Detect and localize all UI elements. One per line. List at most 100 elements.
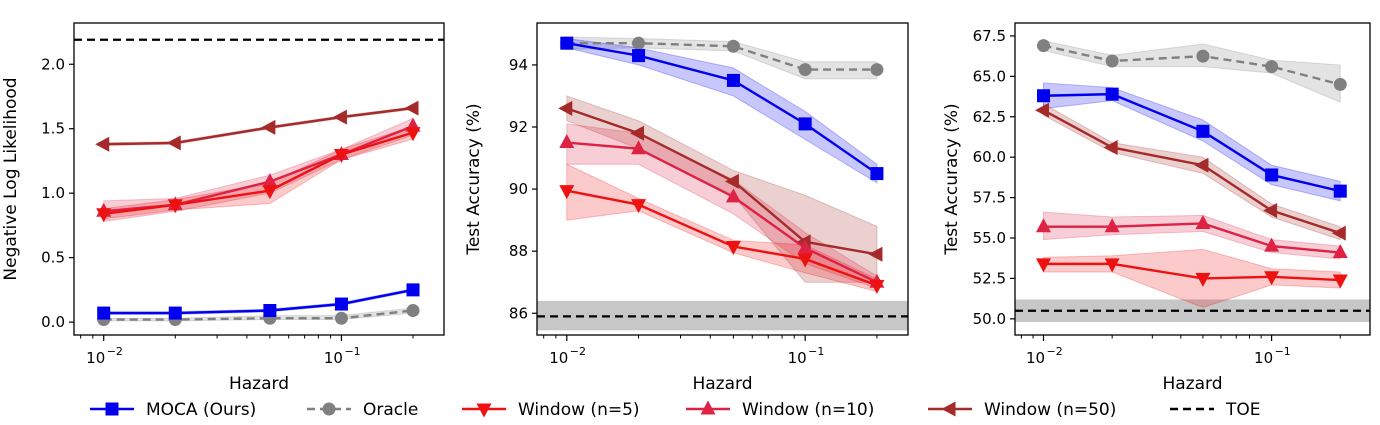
- y-tick-label: 0.0: [41, 313, 65, 331]
- oracle-point: [1036, 39, 1050, 53]
- y-tick-label: 67.5: [973, 27, 1006, 45]
- plot-area-3: [1015, 39, 1370, 323]
- x-tick-label: 10: [788, 349, 807, 367]
- legend-label: Window (n=50): [984, 400, 1116, 420]
- y-tick-label: 55.0: [973, 229, 1006, 247]
- legend-entry-oracle: Oracle: [307, 400, 418, 420]
- window-n-5-point: [797, 253, 813, 268]
- window-n-50-point: [1194, 157, 1209, 173]
- oracle-series: [97, 304, 420, 327]
- window-n-5-series: [559, 185, 885, 294]
- window-n-5-point: [1195, 272, 1211, 287]
- y-tick-label: 65.0: [973, 67, 1006, 85]
- window-n-50-point: [724, 173, 739, 189]
- y-tick-label: 2.0: [41, 55, 65, 73]
- moca-ours-point: [798, 117, 812, 131]
- window-n-5-point: [559, 185, 575, 200]
- toe-band: [1015, 299, 1370, 323]
- window-n-5-point: [725, 241, 741, 256]
- legend-label: TOE: [1225, 400, 1261, 420]
- x-tick-label: 10: [549, 349, 568, 367]
- x-tick-exponent: −1: [808, 345, 824, 358]
- legend-entry-window-n-5: Window (n=5): [462, 400, 640, 420]
- legend-entry-moca-ours: MOCA (Ours): [90, 400, 256, 420]
- moca-ours-point: [1333, 184, 1347, 198]
- y-tick-label: 60.0: [973, 148, 1006, 166]
- x-tick-label: 10: [324, 349, 343, 367]
- window-n-10-band: [1042, 211, 1341, 260]
- oracle-point: [798, 63, 812, 77]
- oracle-point: [1333, 77, 1347, 91]
- window-n-50-series: [558, 100, 883, 262]
- moca-ours-series: [560, 36, 884, 181]
- window-n-10-point: [559, 134, 575, 149]
- window-n-50-point: [1034, 102, 1049, 118]
- oracle-point: [1196, 49, 1210, 63]
- moca-ours-point: [334, 297, 348, 311]
- oracle-point: [1105, 54, 1119, 68]
- moca-ours-point: [870, 167, 884, 181]
- moca-ours-point: [263, 304, 277, 318]
- legend-entry-window-n-50: Window (n=50): [928, 400, 1116, 420]
- y-axis-label: Test Accuracy (%): [464, 103, 484, 255]
- oracle-point: [870, 63, 884, 77]
- panel-3: 50.052.555.057.560.062.565.067.510 −2 10 −1…: [942, 22, 1371, 394]
- y-tick-label: 1.0: [41, 184, 65, 202]
- moca-ours-point: [1105, 87, 1119, 101]
- window-n-5-point: [96, 208, 112, 223]
- moca-ours-point: [97, 306, 111, 320]
- window-n-5-point: [869, 279, 885, 294]
- window-n-50-point: [261, 119, 276, 135]
- moca-ours-point: [406, 283, 420, 297]
- moca-ours-point: [560, 36, 574, 50]
- moca-ours-point: [1265, 168, 1279, 182]
- legend-label: Oracle: [363, 400, 418, 420]
- window-n-10-series: [1035, 214, 1348, 259]
- x-tick-exponent: −2: [107, 345, 123, 358]
- y-tick-label: 57.5: [973, 189, 1006, 207]
- y-axis-label: Negative Log Likelihood: [1, 77, 21, 280]
- window-n-10-point: [1104, 218, 1120, 233]
- window-n-10-point: [797, 239, 813, 254]
- legend-marker: [941, 401, 956, 417]
- window-n-50-point: [166, 135, 181, 151]
- legend-entry-window-n-10: Window (n=10): [686, 400, 874, 420]
- legend-marker: [322, 402, 336, 416]
- window-n-5-point: [405, 127, 421, 142]
- legend-label: Window (n=5): [518, 400, 640, 420]
- y-tick-label: 62.5: [973, 108, 1006, 126]
- y-tick-label: 92: [509, 118, 528, 136]
- moca-ours-series: [97, 283, 420, 320]
- moca-ours-series: [1036, 87, 1347, 198]
- window-n-50-series: [95, 100, 419, 152]
- plot-area-2: [537, 36, 908, 331]
- window-n-5-point: [262, 185, 278, 200]
- y-tick-label: 50.0: [973, 310, 1006, 328]
- window-n-50-point: [332, 109, 347, 125]
- window-n-10-point: [1035, 218, 1051, 233]
- window-n-5-point: [1104, 258, 1120, 273]
- y-tick-label: 1.5: [41, 120, 65, 138]
- window-n-10-point: [262, 173, 278, 188]
- y-tick-label: 0.5: [41, 249, 65, 267]
- y-tick-label: 52.5: [973, 269, 1006, 287]
- window-n-50-point: [1331, 225, 1346, 241]
- window-n-5-point: [167, 199, 183, 214]
- moca-ours-point: [726, 73, 740, 87]
- y-tick-label: 94: [509, 56, 528, 74]
- x-axis-label: Hazard: [692, 374, 752, 394]
- window-n-50-point: [1263, 203, 1278, 219]
- axes-frame: [536, 22, 909, 336]
- legend-marker: [105, 402, 119, 416]
- window-n-50-point: [404, 100, 419, 116]
- oracle-point: [632, 36, 646, 50]
- window-n-50-point: [95, 136, 110, 152]
- moca-ours-band: [566, 37, 878, 184]
- legend-label: MOCA (Ours): [146, 400, 256, 420]
- x-axis-label: Hazard: [1162, 374, 1222, 394]
- window-n-5-point: [1035, 258, 1051, 273]
- window-n-5-series: [1035, 258, 1348, 289]
- legend-marker: [700, 400, 716, 415]
